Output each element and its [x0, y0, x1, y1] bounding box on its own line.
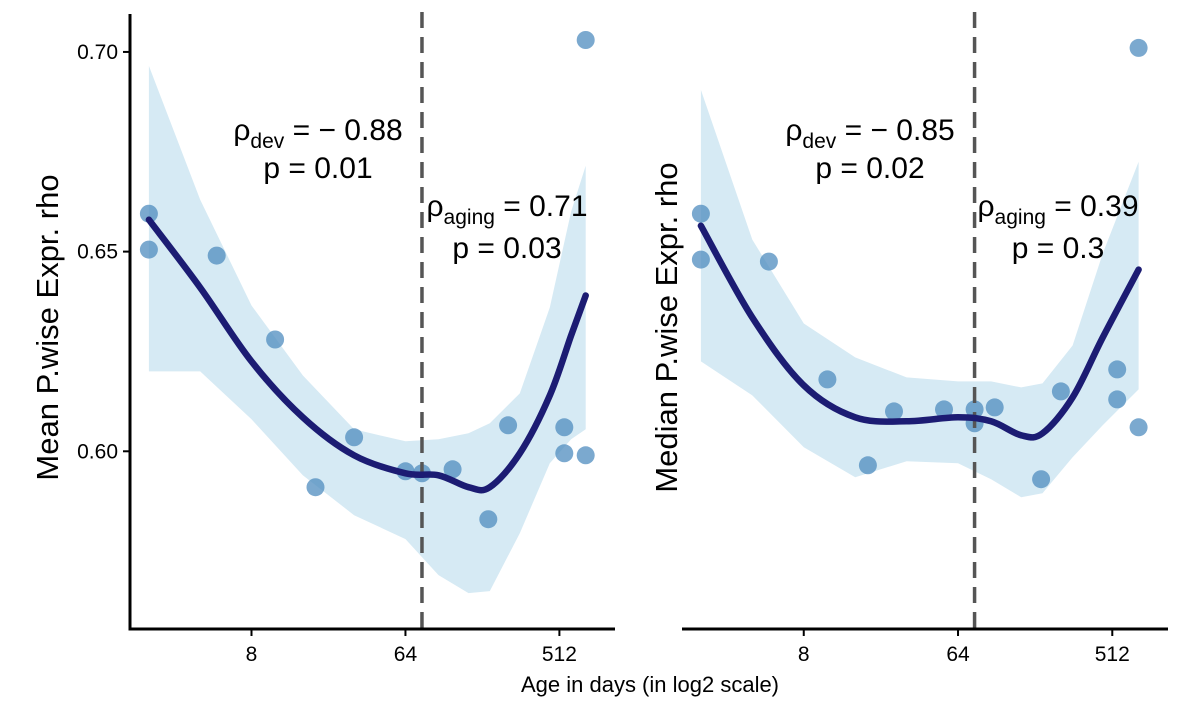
data-point — [1108, 360, 1127, 379]
data-point — [555, 418, 574, 437]
x-tick-label: 512 — [1095, 643, 1130, 666]
data-point — [499, 416, 518, 435]
confidence-band — [148, 65, 586, 594]
p-value-annotation: p = 0.03 — [452, 232, 561, 265]
x-axis-title: Age in days (in log2 scale) — [521, 672, 779, 697]
rho-annotation: ρaging = 0.39 — [977, 190, 1138, 229]
data-point — [345, 428, 364, 447]
data-point — [306, 478, 325, 497]
data-point — [1051, 382, 1070, 401]
data-point — [576, 446, 595, 465]
data-point — [443, 460, 462, 479]
data-point — [691, 204, 710, 223]
left-panel: 8 64 512 0.60 0.65 0.70 Mean P.wise Expr. rho ρ… — [30, 12, 615, 666]
rho-annotation: ρdev = − 0.88 — [233, 114, 402, 153]
data-point — [935, 400, 953, 419]
data-point — [266, 330, 285, 349]
data-point — [985, 398, 1004, 417]
data-point — [139, 240, 158, 259]
data-point — [965, 400, 984, 419]
data-point — [479, 510, 498, 529]
data-point — [759, 252, 778, 271]
y-tick-label: 0.60 — [77, 440, 118, 463]
data-point — [858, 456, 877, 475]
p-value-annotation: p = 0.02 — [815, 152, 924, 185]
data-point — [555, 444, 574, 463]
data-point — [139, 204, 158, 223]
x-tick-label: 8 — [798, 643, 810, 666]
data-point — [691, 250, 710, 269]
y-axis-title: Mean P.wise Expr. rho — [30, 174, 65, 480]
data-point — [885, 402, 903, 421]
data-point — [1129, 418, 1148, 437]
data-point — [1032, 470, 1051, 489]
data-point — [1129, 38, 1148, 57]
y-tick-label: 0.65 — [77, 241, 118, 264]
data-point — [576, 31, 595, 49]
y-tick-label: 0.70 — [77, 41, 118, 64]
p-value-annotation: p = 0.3 — [1012, 232, 1105, 265]
rho-annotation: ρdev = − 0.85 — [785, 114, 954, 153]
x-tick-label: 64 — [946, 643, 970, 666]
rho-annotation: ρaging = 0.71 — [426, 190, 587, 229]
fit-line — [145, 216, 589, 494]
data-point — [818, 370, 837, 389]
data-point — [207, 246, 226, 265]
right-panel: 8 64 512 Median P.wise Expr. rho ρdev = − 0.… — [649, 12, 1168, 666]
y-axis-title: Median P.wise Expr. rho — [649, 162, 684, 492]
x-tick-label: 64 — [394, 643, 418, 666]
data-point — [1108, 390, 1127, 409]
x-tick-label: 8 — [246, 643, 258, 666]
fit-line — [697, 222, 1142, 441]
confidence-band — [700, 89, 1139, 498]
x-tick-label: 512 — [542, 643, 577, 666]
p-value-annotation: p = 0.01 — [263, 152, 372, 185]
